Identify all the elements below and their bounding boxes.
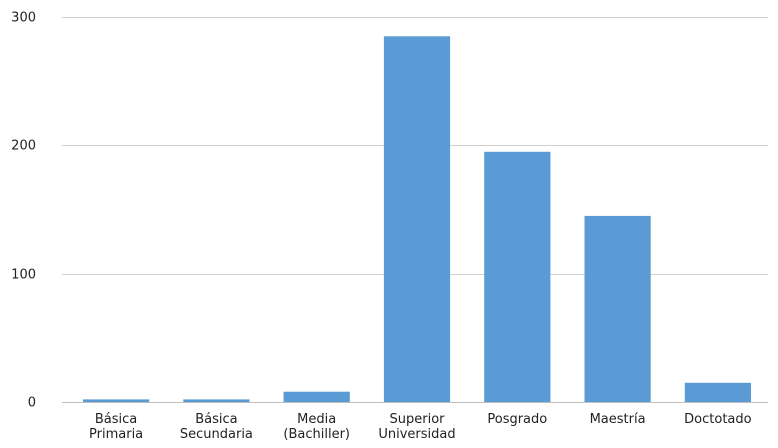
x-tick-label: Primaria <box>89 427 143 442</box>
y-tick-label: 100 <box>11 268 36 283</box>
x-tick-labels: BásicaPrimariaBásicaSecundariaMedia(Bach… <box>89 412 752 442</box>
bar <box>83 399 150 402</box>
x-tick-label: (Bachiller) <box>283 427 350 442</box>
bar <box>484 151 551 403</box>
x-tick-label: Básica <box>195 412 237 427</box>
y-tick-labels: 0 100 200 300 <box>11 11 36 411</box>
bar <box>183 399 250 402</box>
bar <box>283 391 350 402</box>
x-tick-label: Secundaria <box>180 427 253 442</box>
y-tick-label: 0 <box>28 396 36 411</box>
x-tick-label: Superior <box>390 412 446 427</box>
y-tick-label: 200 <box>11 139 36 154</box>
x-tick-label: Básica <box>95 412 137 427</box>
x-tick-label: Posgrado <box>487 412 547 427</box>
x-tick-label: Universidad <box>378 427 455 442</box>
bar <box>684 382 751 403</box>
x-tick-label: Media <box>297 412 336 427</box>
bar <box>383 36 451 403</box>
y-tick-label: 300 <box>11 11 36 26</box>
bars <box>83 36 751 403</box>
x-tick-label: Maestría <box>590 412 646 427</box>
bar <box>584 215 651 402</box>
x-tick-label: Doctotado <box>684 412 751 427</box>
